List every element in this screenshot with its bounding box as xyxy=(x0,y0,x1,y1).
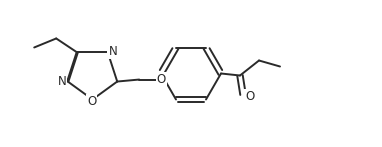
Text: O: O xyxy=(245,90,255,103)
Text: O: O xyxy=(87,95,96,108)
Text: O: O xyxy=(157,73,166,86)
Text: N: N xyxy=(108,45,117,59)
Text: N: N xyxy=(57,75,66,87)
